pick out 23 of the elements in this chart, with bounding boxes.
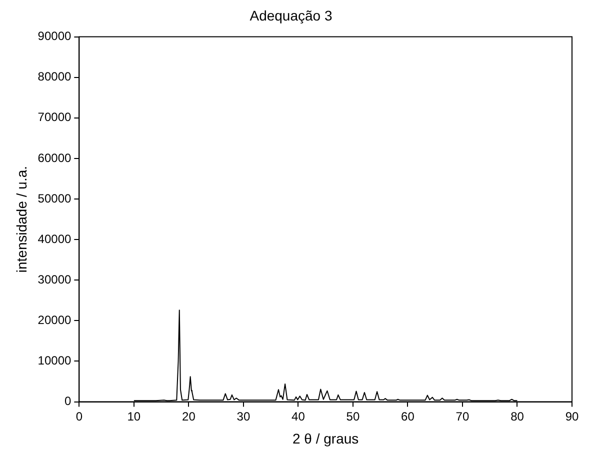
y-tick-label: 0 (64, 394, 72, 408)
x-tick-label: 80 (510, 409, 524, 424)
x-tick-label: 50 (346, 409, 360, 424)
x-tick-label: 20 (182, 409, 196, 424)
x-tick-label: 10 (127, 409, 141, 424)
y-tick-label: 20000 (38, 313, 72, 327)
y-tick-label: 40000 (38, 232, 72, 246)
y-axis-title: intensidade / u.a. (13, 166, 30, 273)
y-tick-label: 50000 (38, 191, 72, 206)
x-tick-label: 90 (565, 409, 579, 424)
y-tick-label: 10000 (38, 354, 72, 368)
x-tick-label: 70 (456, 409, 470, 424)
y-tick-label: 90000 (38, 29, 72, 44)
x-axis-title: 2 θ / graus (292, 430, 359, 446)
x-tick-label: 40 (292, 409, 306, 424)
y-tick-label: 70000 (38, 110, 72, 124)
x-tick-label: 0 (76, 409, 83, 424)
y-tick-label: 30000 (38, 272, 72, 286)
x-tick-label: 60 (401, 409, 415, 424)
x-tick-label: 30 (236, 409, 250, 424)
y-tick-label: 60000 (38, 150, 72, 165)
y-tick-label: 80000 (38, 70, 72, 84)
chart-title: Adequação 3 (250, 7, 332, 24)
